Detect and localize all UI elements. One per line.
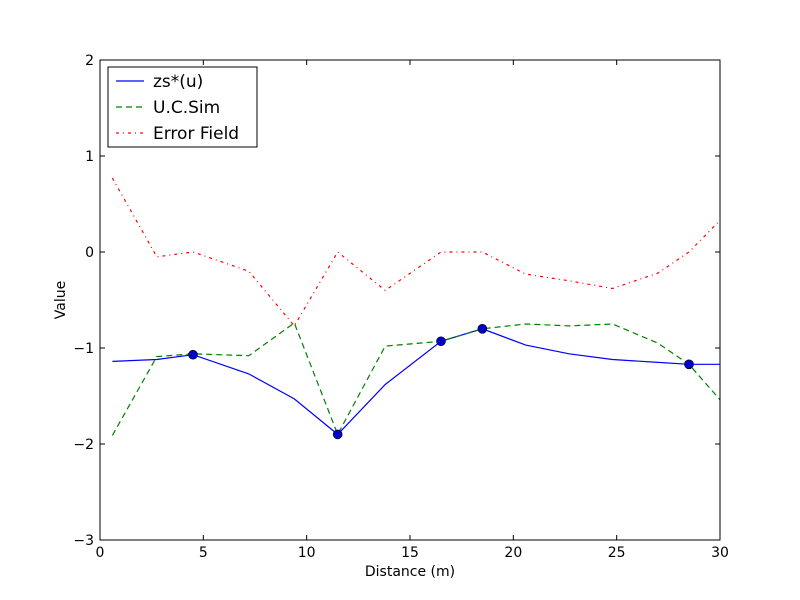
legend-label: zs*(u) [153,72,203,92]
x-axis-title: Distance (m) [365,564,455,580]
legend: zs*(u) U.C.Sim Error Field [107,66,258,148]
y-tick-label: −3 [73,533,94,549]
data-marker [332,429,343,440]
y-tick-label: 0 [85,245,94,261]
x-tick-label: 0 [96,545,105,561]
tick-layer: 0 5 10 15 20 25 30 −3 −2 −1 0 1 2 [73,53,729,561]
data-marker [477,323,488,334]
legend-label: U.C.Sim [153,98,220,118]
series-line-1 [112,328,720,436]
y-tick-label: 2 [85,53,94,69]
x-tick-label: 15 [401,545,419,561]
y-tick-label: −1 [73,341,94,357]
data-marker [188,349,198,360]
x-tick-label: 30 [711,545,729,561]
y-tick-label: 1 [85,149,94,165]
x-tick-label: 5 [199,545,208,561]
data-marker [436,336,446,347]
x-tick-label: 10 [298,545,316,561]
legend-label: Error Field [153,124,239,144]
y-axis-title: Value [53,281,69,319]
x-tick-label: 20 [504,545,522,561]
legend-box [107,66,258,148]
y-tick-label: −2 [73,437,94,453]
series-line-3 [111,177,720,327]
series-layer [111,177,720,436]
x-tick-label: 25 [608,545,626,561]
series-line-2 [111,322,720,436]
data-marker [684,359,694,370]
marker-layer [188,323,694,440]
